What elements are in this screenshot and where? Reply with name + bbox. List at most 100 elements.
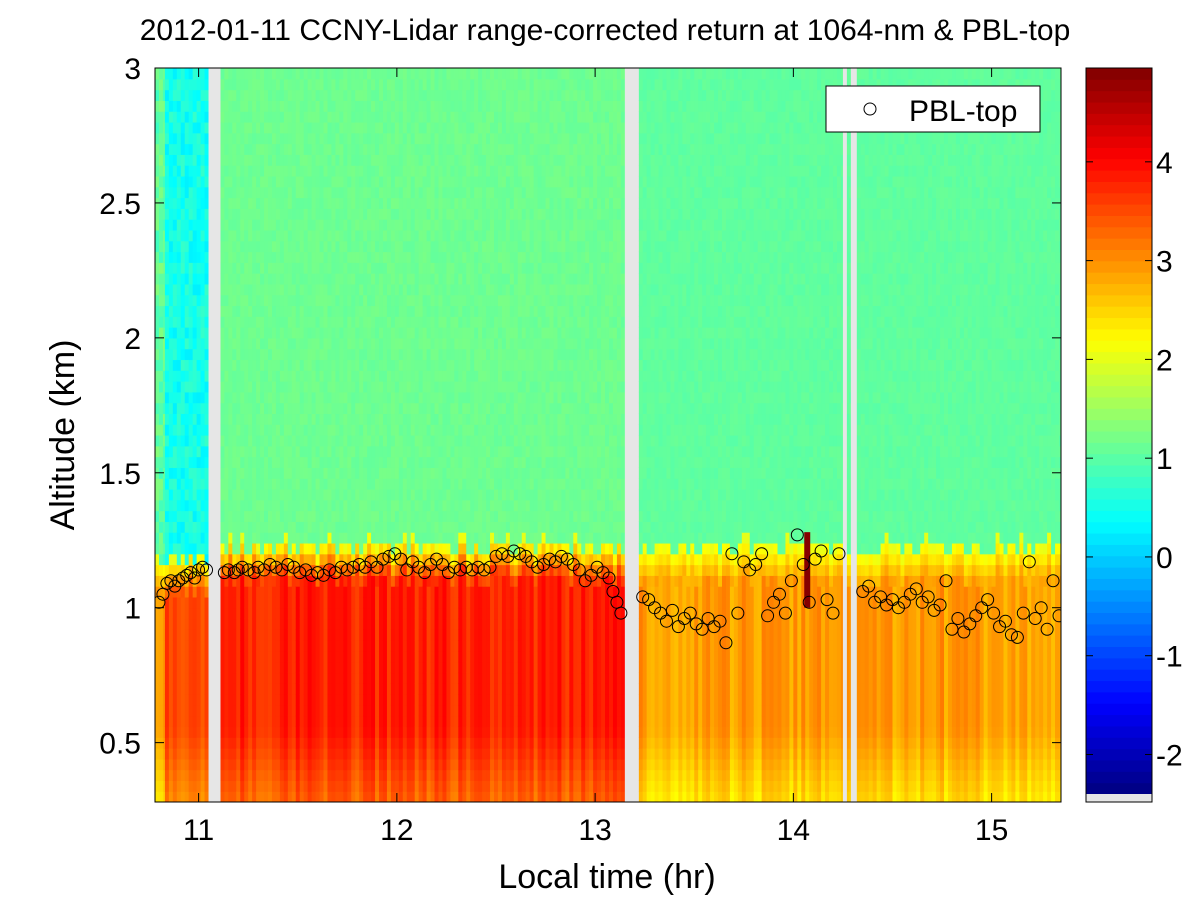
heatmap-cell: [414, 413, 420, 425]
heatmap-cell: [367, 704, 372, 717]
heatmap-cell: [422, 456, 428, 468]
heatmap-cell: [406, 381, 412, 393]
heatmap-cell: [268, 175, 273, 188]
heatmap-cell: [414, 89, 420, 101]
heatmap-cell: [164, 769, 170, 782]
heatmap-cell: [311, 532, 317, 544]
heatmap-cell: [386, 165, 392, 177]
heatmap-cell: [434, 650, 440, 663]
heatmap-cell: [363, 186, 368, 199]
heatmap-cell: [406, 758, 412, 771]
heatmap-cell: [422, 640, 428, 652]
heatmap-cell: [402, 111, 408, 123]
heatmap-cell: [315, 121, 321, 134]
heatmap-cell: [410, 143, 416, 155]
heatmap-cell: [196, 121, 202, 134]
heatmap-cell: [192, 262, 198, 274]
heatmap-cell: [260, 413, 265, 425]
heatmap-cell: [303, 737, 309, 749]
heatmap-cell: [158, 478, 164, 490]
heatmap-cell: [347, 186, 352, 199]
heatmap-cell: [232, 283, 237, 296]
heatmap-cell: [438, 111, 444, 123]
heatmap-cell: [418, 694, 424, 706]
heatmap-cell: [331, 121, 336, 134]
heatmap-cell: [283, 456, 289, 468]
heatmap-cell: [196, 532, 202, 544]
heatmap-cell: [192, 499, 198, 512]
heatmap-cell: [315, 381, 321, 393]
heatmap-cell: [287, 391, 293, 404]
heatmap-cell: [414, 629, 420, 641]
heatmap-cell: [398, 229, 404, 242]
heatmap-cell: [414, 273, 420, 285]
heatmap-cell: [303, 219, 309, 231]
heatmap-cell: [375, 143, 380, 155]
heatmap-cell: [426, 391, 432, 404]
heatmap-cell: [256, 607, 261, 620]
heatmap-cell: [355, 154, 360, 166]
heatmap-cell: [240, 165, 245, 177]
heatmap-cell: [188, 467, 194, 479]
heatmap-cell: [196, 111, 202, 123]
heatmap-cell: [386, 251, 392, 263]
heatmap-cell: [375, 100, 380, 112]
heatmap-cell: [164, 467, 170, 479]
heatmap-cell: [375, 305, 380, 317]
heatmap-cell: [176, 175, 182, 188]
heatmap-cell: [446, 68, 451, 80]
heatmap-cell: [184, 359, 190, 371]
heatmap-cell: [446, 381, 451, 393]
heatmap-cell: [363, 208, 368, 220]
heatmap-cell: [398, 488, 404, 501]
heatmap-cell: [414, 240, 420, 253]
heatmap-cell: [418, 791, 424, 802]
heatmap-cell: [406, 618, 412, 630]
heatmap-cell: [442, 629, 448, 641]
heatmap-cell: [394, 132, 400, 145]
heatmap-cell: [434, 683, 440, 695]
heatmap-cell: [303, 445, 309, 458]
heatmap-cell: [240, 381, 245, 393]
heatmap-cell: [335, 488, 340, 501]
heatmap-cell: [279, 769, 285, 782]
heatmap-cell: [162, 488, 166, 501]
heatmap-cell: [426, 748, 432, 760]
heatmap-cell: [291, 532, 297, 544]
heatmap-cell: [176, 154, 182, 166]
heatmap-cell: [252, 175, 257, 188]
heatmap-cell: [164, 381, 170, 393]
heatmap-cell: [220, 111, 225, 123]
heatmap-cell: [299, 143, 305, 155]
heatmap-cell: [236, 294, 241, 307]
heatmap-cell: [155, 650, 160, 663]
heatmap-cell: [232, 715, 237, 728]
heatmap-cell: [410, 467, 416, 479]
heatmap-cell: [363, 629, 368, 641]
heatmap-cell: [430, 240, 436, 253]
heatmap-cell: [335, 715, 340, 728]
heatmap-cell: [434, 704, 440, 717]
heatmap-cell: [351, 467, 356, 479]
heatmap-cell: [442, 143, 448, 155]
heatmap-cell: [418, 672, 424, 684]
heatmap-cell: [236, 229, 241, 242]
heatmap-cell: [394, 564, 400, 576]
heatmap-cell: [347, 251, 352, 263]
heatmap-cell: [430, 435, 436, 447]
heatmap-cell: [434, 327, 440, 339]
heatmap-cell: [319, 586, 325, 598]
heatmap-cell: [363, 229, 368, 242]
heatmap-cell: [279, 154, 285, 166]
heatmap-cell: [176, 316, 182, 328]
heatmap-cell: [220, 758, 225, 771]
heatmap-cell: [386, 748, 392, 760]
heatmap-cell: [204, 240, 210, 253]
heatmap-cell: [355, 456, 360, 468]
heatmap-cell: [228, 348, 233, 361]
heatmap-cell: [438, 359, 444, 371]
heatmap-cell: [347, 402, 352, 415]
heatmap-cell: [418, 683, 424, 695]
heatmap-cell: [418, 780, 424, 792]
heatmap-cell: [264, 100, 269, 112]
